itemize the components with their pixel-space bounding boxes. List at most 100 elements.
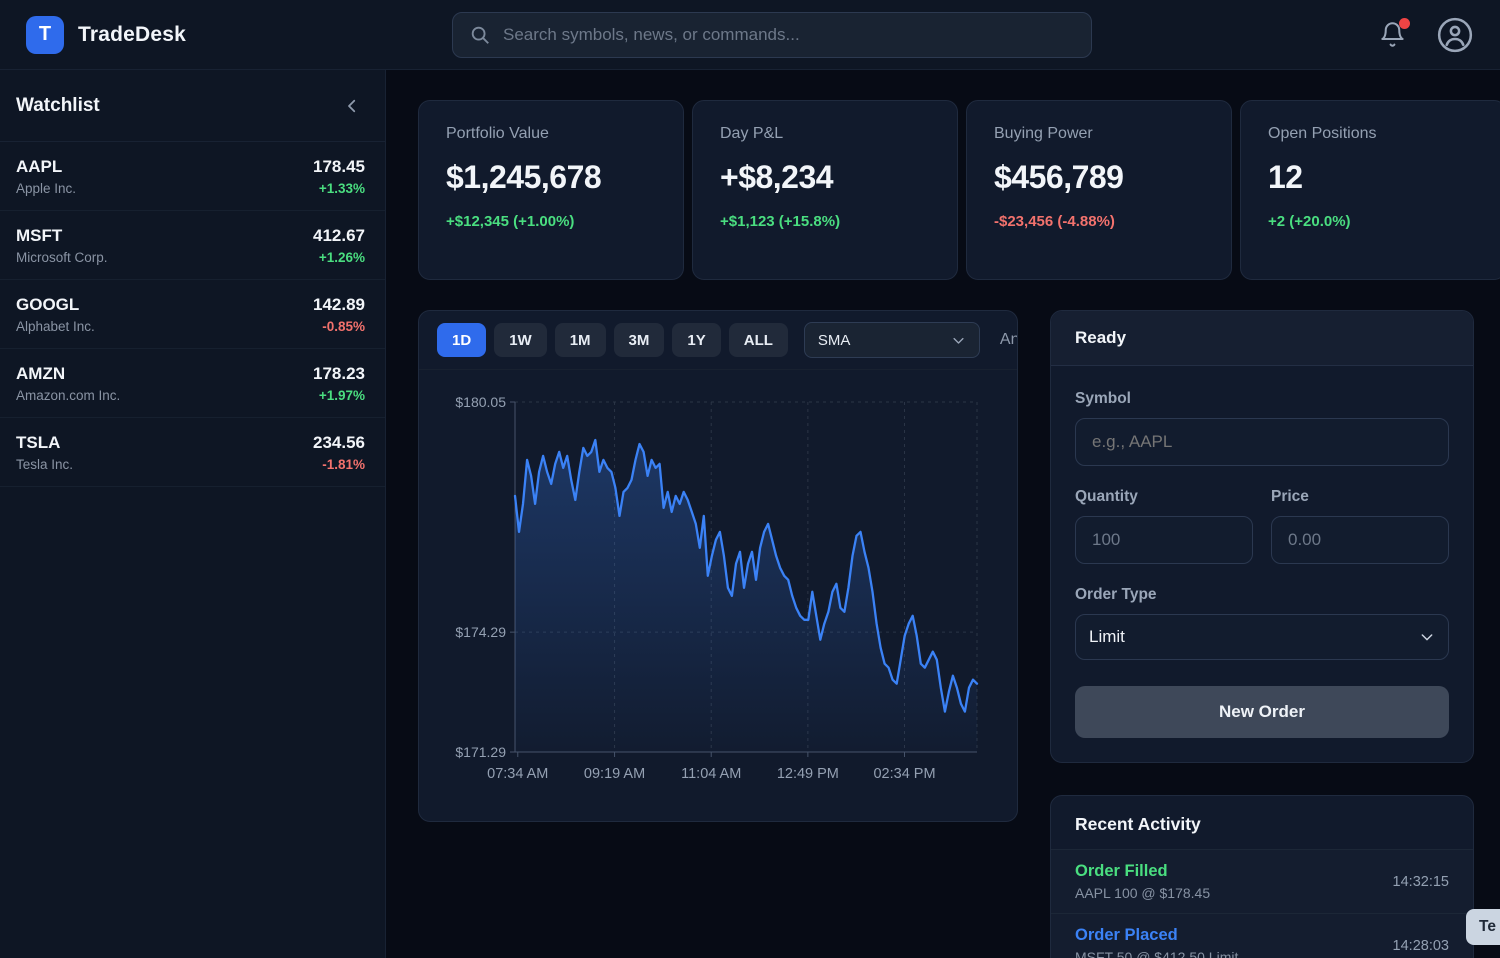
toast-notification: Te (1466, 909, 1500, 945)
order-status: Ready (1051, 311, 1473, 366)
stat-change: -$23,456 (-4.88%) (994, 213, 1115, 230)
quantity-input[interactable] (1075, 516, 1253, 564)
watchlist-row-amzn[interactable]: AMZN Amazon.com Inc. 178.23 +1.97% (0, 349, 385, 418)
annotations-label[interactable]: Annotations (999, 331, 1018, 348)
watchlist-title: Watchlist (16, 94, 100, 116)
watchlist-change: -1.81% (322, 456, 365, 472)
range-button-1d[interactable]: 1D (437, 323, 487, 357)
x-tick-label: 12:49 PM (777, 766, 839, 782)
range-button-all[interactable]: ALL (728, 323, 788, 357)
chevron-down-icon (1419, 629, 1435, 645)
stat-value: $456,789 (994, 159, 1124, 195)
y-tick-label: $180.05 (455, 394, 506, 410)
watchlist-price: 412.67 (313, 225, 365, 245)
stat-label: Buying Power (994, 125, 1093, 142)
watchlist-company: Microsoft Corp. (16, 249, 108, 265)
activity-row-left: Order Filled AAPL 100 @ $178.45 (1075, 862, 1210, 901)
order-type-select[interactable]: Limit (1075, 614, 1449, 660)
y-tick-label: $171.29 (455, 744, 506, 760)
watchlist-row-left: AMZN Amazon.com Inc. (16, 364, 120, 403)
watchlist-change: +1.33% (318, 180, 365, 196)
symbol-label: Symbol (1075, 390, 1131, 407)
activity-row: Order Placed MSFT 50 @ $412.50 Limit 14:28… (1051, 913, 1473, 958)
watchlist-symbol: AAPL (16, 156, 63, 176)
range-button-1y[interactable]: 1Y (672, 323, 721, 357)
order-type-label: Order Type (1075, 586, 1157, 603)
search-input[interactable] (503, 24, 1075, 45)
activity-items: Order Filled AAPL 100 @ $178.45 14:32:15 Or… (1051, 849, 1473, 958)
stat-label: Day P&L (720, 125, 784, 142)
stat-value: 12 (1268, 159, 1303, 195)
new-order-button[interactable]: New Order (1075, 686, 1449, 738)
indicator-select[interactable]: SMA (803, 322, 980, 358)
watchlist-price: 234.56 (313, 432, 365, 452)
collapse-sidebar-button[interactable] (343, 97, 361, 115)
range-button-1w[interactable]: 1W (494, 323, 547, 357)
price-input[interactable] (1271, 516, 1449, 564)
watchlist-row-left: GOOGL Alphabet Inc. (16, 295, 95, 334)
global-search[interactable] (452, 11, 1092, 58)
symbol-input[interactable] (1075, 418, 1449, 466)
main-content: Portfolio Value $1,245,678 +$12,345 (+1.00… (386, 70, 1500, 958)
stat-value: +$8,234 (720, 159, 834, 195)
watchlist-row-right: 178.45 +1.33% (313, 157, 365, 196)
watchlist-symbol: GOOGL (16, 294, 80, 314)
watchlist-company: Alphabet Inc. (16, 318, 95, 334)
profile-button[interactable] (1436, 16, 1474, 54)
watchlist-row-aapl[interactable]: AAPL Apple Inc. 178.45 +1.33% (0, 142, 385, 211)
x-tick-label: 09:19 AM (584, 766, 645, 782)
notifications-button[interactable] (1379, 18, 1410, 48)
chevron-down-icon (951, 333, 966, 348)
bell-icon (1379, 21, 1406, 48)
top-nav: T TradeDesk (0, 0, 1500, 70)
user-avatar-icon (1436, 16, 1474, 54)
watchlist-row-left: AAPL Apple Inc. (16, 157, 76, 196)
watchlist-row-right: 142.89 -0.85% (313, 295, 365, 334)
watchlist-price: 178.23 (313, 363, 365, 383)
watchlist-row-right: 412.67 +1.26% (313, 226, 365, 265)
watchlist-change: +1.97% (318, 387, 365, 403)
stat-card-buying-power: Buying Power $456,789 -$23,456 (-4.88%) (966, 100, 1232, 280)
recent-activity-title: Recent Activity (1075, 814, 1201, 834)
activity-title-text: Order Filled (1075, 862, 1168, 880)
watchlist-row-right: 234.56 -1.81% (313, 433, 365, 472)
stat-change: +$1,123 (+15.8%) (720, 213, 841, 230)
app-logo: T (26, 15, 64, 54)
quantity-label: Quantity (1075, 488, 1138, 505)
watchlist-row-tsla[interactable]: TSLA Tesla Inc. 234.56 -1.81% (0, 418, 385, 487)
range-button-3m[interactable]: 3M (613, 323, 665, 357)
watchlist-sidebar: Watchlist AAPL Apple Inc. 178.45 +1.33% MSFT… (0, 70, 386, 958)
chart-area: $180.05 $174.29 $171.29 07:34 AM 09:19 AM 11:… (419, 370, 1017, 793)
activity-row-left: Order Placed MSFT 50 @ $412.50 Limit (1075, 926, 1238, 958)
watchlist-row-left: MSFT Microsoft Corp. (16, 226, 108, 265)
watchlist-row-msft[interactable]: MSFT Microsoft Corp. 412.67 +1.26% (0, 211, 385, 280)
range-buttons: 1D 1W 1M 3M 1Y ALL (437, 323, 788, 357)
order-type-value: Limit (1089, 627, 1125, 646)
watchlist-change: +1.26% (318, 249, 365, 265)
activity-time: 14:28:03 (1392, 937, 1449, 954)
range-button-1m[interactable]: 1M (554, 323, 606, 357)
watchlist-company: Amazon.com Inc. (16, 387, 121, 403)
watchlist-row-googl[interactable]: GOOGL Alphabet Inc. 142.89 -0.85% (0, 280, 385, 349)
y-tick-label: $174.29 (455, 624, 506, 640)
activity-time: 14:32:15 (1392, 873, 1449, 890)
recent-activity-card: Recent Activity Order Filled AAPL 100 @ $… (1050, 795, 1474, 958)
watchlist-symbol: AMZN (16, 363, 66, 383)
watchlist-price: 142.89 (313, 294, 365, 314)
watchlist-row-right: 178.23 +1.97% (313, 364, 365, 403)
chevron-left-icon (343, 97, 361, 115)
price-label: Price (1271, 488, 1309, 505)
watchlist-symbol: MSFT (16, 225, 63, 245)
app-title: TradeDesk (78, 22, 187, 46)
stat-label: Portfolio Value (446, 125, 549, 142)
search-icon (469, 24, 491, 46)
stat-label: Open Positions (1268, 125, 1377, 142)
price-line-chart: $180.05 $174.29 $171.29 07:34 AM 09:19 AM 11:… (455, 394, 979, 782)
stat-change: +2 (+20.0%) (1268, 213, 1351, 230)
watchlist-symbol: TSLA (16, 432, 61, 452)
activity-detail: AAPL 100 @ $178.45 (1075, 885, 1211, 901)
nav-actions (1379, 16, 1474, 54)
watchlist-row-left: TSLA Tesla Inc. (16, 433, 73, 472)
